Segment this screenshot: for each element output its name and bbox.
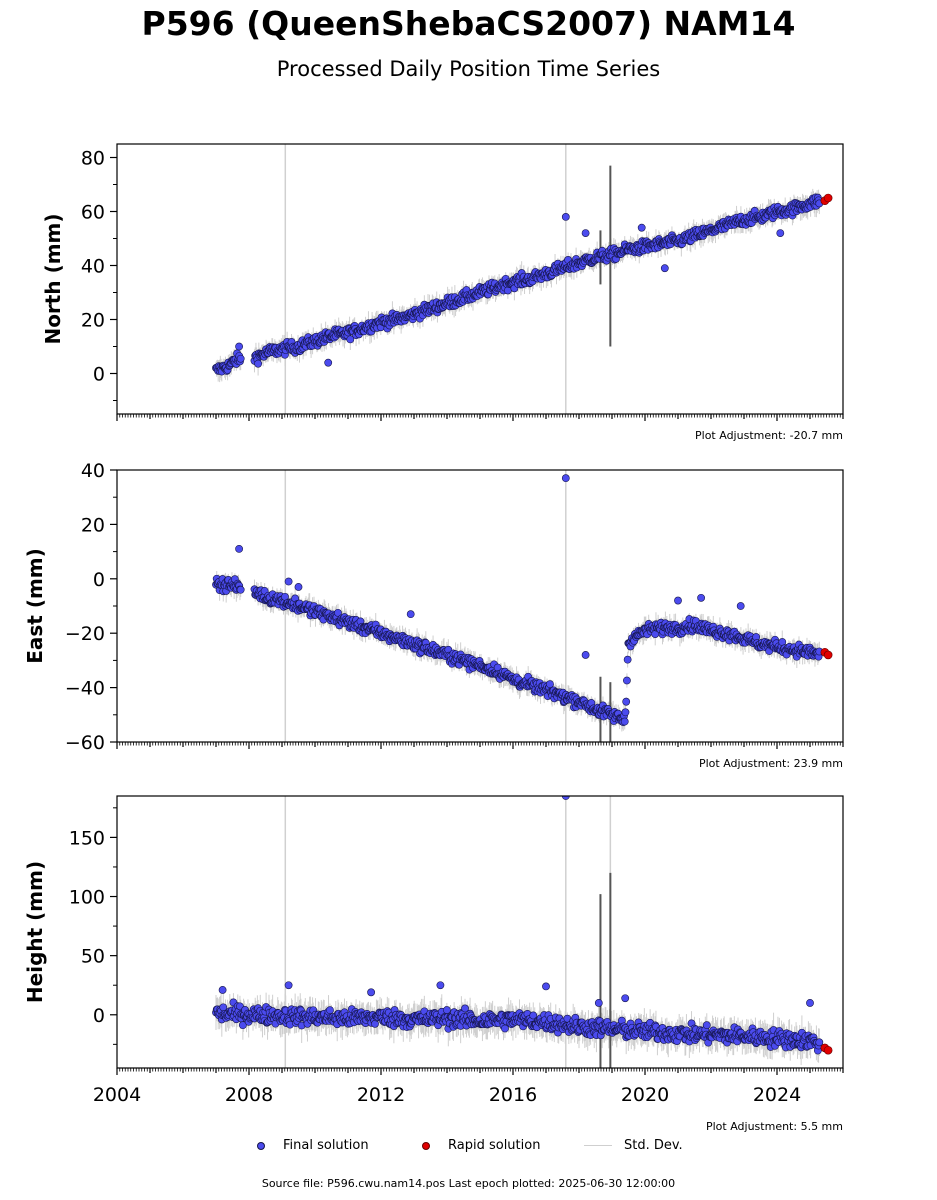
final-solution-outlier bbox=[736, 602, 745, 610]
y-tick-label: 80 bbox=[81, 148, 105, 170]
y-tick-label: −40 bbox=[65, 678, 105, 700]
final-solution-point bbox=[623, 655, 632, 664]
final-solution-outlier bbox=[697, 593, 705, 602]
y-axis-label: North (mm) bbox=[41, 213, 65, 344]
final-solution-outlier bbox=[561, 474, 570, 483]
plot-area bbox=[212, 144, 833, 414]
y-tick-label: 60 bbox=[81, 202, 105, 224]
y-tick-label: 20 bbox=[81, 514, 105, 536]
figure-title: P596 (QueenShebaCS2007) NAM14 bbox=[141, 4, 796, 43]
final-solution-point bbox=[254, 359, 263, 368]
final-solution-point bbox=[219, 1003, 228, 1012]
final-solution-outlier bbox=[660, 264, 669, 273]
y-tick-label: −20 bbox=[65, 623, 105, 645]
final-solution-point bbox=[623, 676, 631, 685]
final-solution-outlier bbox=[324, 358, 333, 367]
plot-adjustment-label: Plot Adjustment: 23.9 mm bbox=[699, 757, 843, 770]
y-tick-label: 0 bbox=[93, 569, 105, 591]
final-solution-point bbox=[346, 335, 355, 344]
final-solution-outlier bbox=[581, 229, 590, 237]
final-solution-outlier bbox=[294, 583, 303, 591]
final-solution-outlier bbox=[406, 610, 415, 619]
final-solution-outlier bbox=[561, 212, 570, 221]
panel-frame bbox=[116, 469, 844, 743]
final-solution-outlier bbox=[235, 544, 243, 553]
final-solution-point bbox=[236, 585, 245, 594]
final-solution-outlier bbox=[637, 223, 646, 232]
y-tick-label: 40 bbox=[81, 460, 105, 482]
y-tick-label: 0 bbox=[93, 364, 105, 386]
final-solution-point bbox=[236, 354, 245, 363]
final-solution-point bbox=[334, 608, 342, 617]
y-axis-label: East (mm) bbox=[23, 548, 47, 664]
final-solution-point bbox=[238, 1021, 247, 1030]
y-tick-label: 40 bbox=[81, 256, 105, 278]
y-tick-label: 20 bbox=[81, 310, 105, 332]
plot-adjustment-label: Plot Adjustment: -20.7 mm bbox=[695, 429, 843, 442]
final-solution-outlier bbox=[581, 651, 590, 659]
plot-area bbox=[212, 796, 833, 1068]
final-solution-point bbox=[546, 680, 554, 689]
y-tick-label: −60 bbox=[65, 732, 105, 754]
panel-north: 0 20 40 60 80 North (mm) Plot Adjustment: -20.… bbox=[41, 143, 844, 442]
final-solution-point bbox=[622, 697, 631, 706]
final-solution-outlier bbox=[284, 577, 293, 586]
rapid-solution-point bbox=[823, 193, 833, 203]
final-solution-point bbox=[621, 708, 630, 717]
panel-east: −60 −40 −20 0 20 40 East (mm) Plot Adjustment: … bbox=[23, 460, 844, 770]
rapid-solution-point bbox=[823, 650, 833, 660]
final-solution-point bbox=[620, 717, 629, 726]
final-solution-point bbox=[503, 286, 512, 295]
final-solution-outlier bbox=[235, 342, 243, 351]
plot-area bbox=[212, 470, 833, 742]
final-solution-outlier bbox=[674, 596, 682, 605]
final-solution-point bbox=[326, 1006, 334, 1015]
figure-subtitle: Processed Daily Position Time Series bbox=[276, 57, 661, 81]
final-solution-outlier bbox=[776, 229, 785, 237]
